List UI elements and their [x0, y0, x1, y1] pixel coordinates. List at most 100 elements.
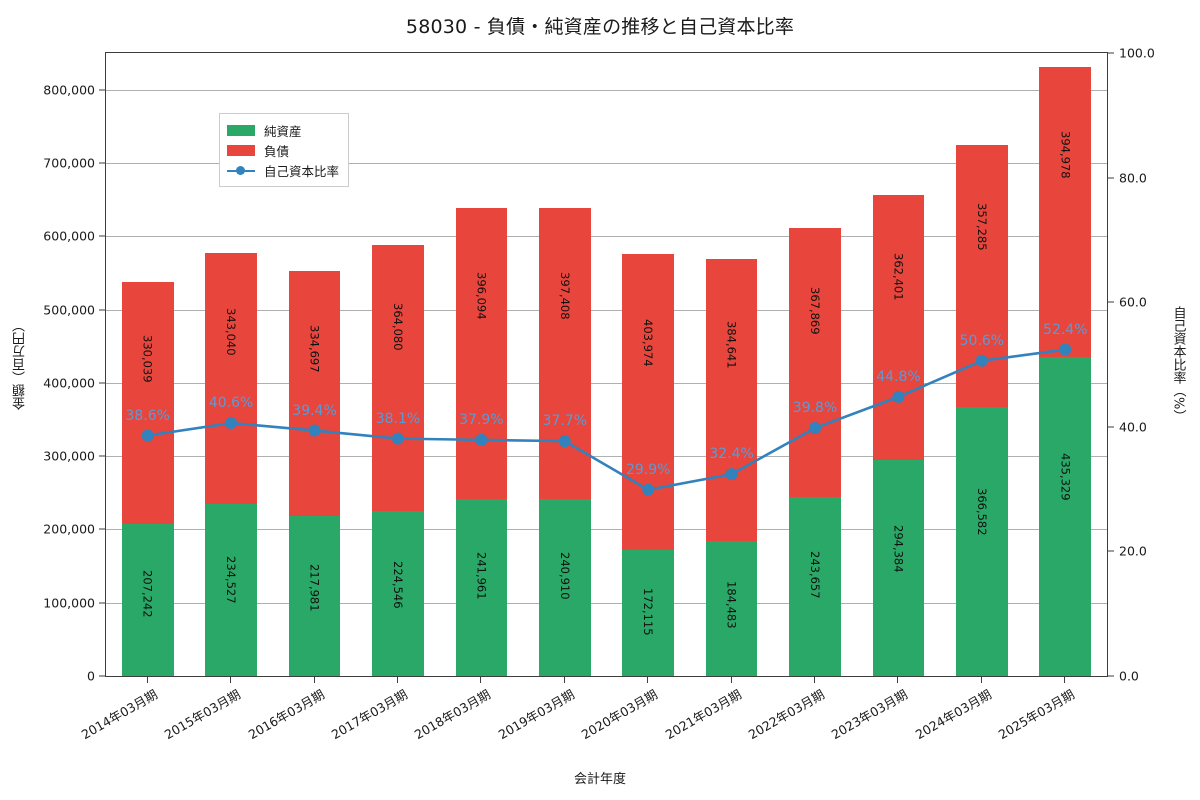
ratio-line-marker[interactable]: [1059, 343, 1072, 356]
ratio-line-marker[interactable]: [141, 429, 154, 442]
ratio-line-marker[interactable]: [225, 417, 238, 430]
bar-group[interactable]: 184,483 384,641: [705, 53, 758, 676]
y-axis-left-tick-mark: [99, 235, 105, 237]
bar-segment-net-assets[interactable]: 294,384: [872, 460, 925, 676]
legend-item[interactable]: 自己資本比率: [227, 160, 339, 180]
bar-value-label: 435,329: [1058, 452, 1073, 501]
y-axis-left-tick-label: 800,000: [43, 82, 95, 98]
y-axis-right-tick-mark: [1108, 426, 1114, 428]
bar-value-label: 357,285: [974, 203, 989, 251]
ratio-value-label: 39.8%: [792, 400, 838, 417]
bar-segment-liabilities[interactable]: 403,974: [622, 253, 675, 550]
gridline: [106, 236, 1107, 238]
bar-group[interactable]: 366,582 357,285: [956, 53, 1008, 676]
bar-value-label: 367,869: [808, 287, 823, 335]
bar-value-label: 384,641: [724, 320, 739, 369]
bar-segment-net-assets[interactable]: 243,657: [789, 497, 841, 676]
x-axis-tick-mark: [1064, 677, 1066, 683]
ratio-value-label: 38.1%: [375, 410, 421, 427]
bar-segment-liabilities[interactable]: 343,040: [205, 252, 257, 505]
x-axis-tick-mark: [897, 677, 899, 683]
bar-value-label: 330,039: [140, 335, 155, 383]
ratio-line-marker[interactable]: [475, 433, 488, 446]
x-axis-tick-mark: [730, 677, 732, 683]
bar-segment-net-assets[interactable]: 224,546: [372, 511, 424, 676]
bar-value-label: 172,115: [641, 587, 656, 636]
bar-group[interactable]: 234,527 343,040: [205, 53, 257, 676]
bar-group[interactable]: 241,961 396,094: [455, 53, 508, 676]
ratio-line-marker[interactable]: [308, 424, 321, 437]
y-axis-right-tick-label: 80.0: [1119, 170, 1147, 186]
ratio-value-label: 37.9%: [459, 411, 504, 428]
legend: 純資産負債自己資本比率: [219, 113, 350, 187]
bar-segment-liabilities[interactable]: 367,869: [789, 227, 841, 498]
x-axis-labels: 2014年03月期 2015年03月期 2016年03月期 2017年03月期 2018…: [78, 684, 1108, 774]
y-axis-right-tick-mark: [1108, 177, 1114, 179]
bar-segment-net-assets[interactable]: 435,329: [1039, 356, 1092, 676]
bar-group[interactable]: 243,657 367,869: [789, 53, 841, 676]
bar-value-label: 403,974: [641, 318, 656, 367]
bar-group[interactable]: 217,981 334,697: [288, 53, 341, 676]
y-axis-left-tick-mark: [99, 309, 105, 311]
bar-group[interactable]: 224,546 364,080: [372, 53, 424, 676]
bar-value-label: 364,080: [390, 303, 405, 351]
bar-segment-liabilities[interactable]: 362,401: [872, 194, 925, 461]
x-axis-tick-mark: [230, 677, 232, 683]
bar-segment-liabilities[interactable]: 394,978: [1039, 67, 1092, 357]
x-axis-tick-mark: [396, 677, 398, 683]
x-axis-tick-label: 2015年03月期: [161, 686, 244, 743]
legend-color-swatch: [227, 144, 255, 156]
bar-segment-net-assets[interactable]: 241,961: [455, 498, 508, 676]
bar-segment-net-assets[interactable]: 184,483: [705, 540, 758, 676]
x-axis-label: 会計年度: [573, 772, 626, 787]
legend-line-marker-icon: [227, 165, 255, 176]
bar-segment-liabilities[interactable]: 364,080: [372, 244, 424, 512]
y-axis-right-tick-mark: [1108, 52, 1114, 54]
ratio-line-marker[interactable]: [975, 354, 988, 367]
y-axis-left-tick-label: 500,000: [43, 302, 95, 318]
bar-group[interactable]: 172,115 403,974: [622, 53, 675, 676]
y-axis-left-tick-label: 100,000: [43, 595, 95, 611]
x-axis-tick-label: 2024年03月期: [912, 686, 994, 743]
bar-segment-liabilities[interactable]: 384,641: [705, 258, 758, 541]
bar-group[interactable]: 435,329 394,978: [1039, 53, 1092, 676]
ratio-line-marker[interactable]: [892, 390, 905, 403]
y-axis-left-tick-label: 0: [87, 668, 95, 684]
x-axis-tick-label: 2021年03月期: [662, 686, 744, 743]
bar-segment-liabilities[interactable]: 330,039: [121, 282, 174, 525]
bar-segment-net-assets[interactable]: 240,910: [538, 499, 591, 676]
x-axis-tick-label: 2025年03月期: [995, 686, 1078, 743]
bar-group[interactable]: 207,242 330,039: [121, 53, 174, 676]
bar-segment-liabilities[interactable]: 396,094: [455, 208, 508, 499]
ratio-line-marker[interactable]: [558, 435, 571, 448]
bar-segment-net-assets[interactable]: 366,582: [956, 407, 1008, 676]
bar-segment-net-assets[interactable]: 172,115: [622, 549, 675, 676]
ratio-value-label: 29.9%: [625, 461, 671, 478]
bar-group[interactable]: 294,384 362,401: [872, 53, 925, 676]
bar-value-label: 184,483: [724, 581, 739, 629]
ratio-line-marker[interactable]: [642, 483, 655, 496]
bar-value-label: 234,527: [224, 555, 239, 604]
ratio-line-marker[interactable]: [725, 468, 738, 481]
x-axis-tick-label: 2022年03月期: [745, 686, 828, 743]
legend-label: 純資産: [264, 123, 302, 139]
bar-group[interactable]: 240,910 397,408: [538, 53, 591, 676]
y-axis-right-tick-label: 20.0: [1119, 543, 1147, 559]
ratio-line-marker[interactable]: [809, 422, 822, 435]
bar-segment-net-assets[interactable]: 234,527: [205, 504, 257, 676]
x-axis-tick-mark: [563, 677, 565, 683]
x-axis-tick-label: 2019年03月期: [495, 686, 577, 743]
legend-item[interactable]: 純資産: [227, 120, 339, 140]
legend-item[interactable]: 負債: [227, 140, 339, 160]
legend-label: 自己資本比率: [264, 163, 340, 179]
legend-label: 負債: [264, 143, 290, 159]
plot-area: 207,242 330,039 234,527 343,040 217,981 334,6…: [105, 52, 1108, 677]
bar-segment-net-assets[interactable]: 217,981: [288, 516, 341, 676]
x-axis-tick-label: 2017年03月期: [328, 686, 410, 743]
bar-segment-net-assets[interactable]: 207,242: [121, 524, 174, 676]
bar-segment-liabilities[interactable]: 334,697: [288, 270, 341, 517]
ratio-line-marker[interactable]: [391, 432, 404, 445]
x-axis-tick-label: 2020年03月期: [578, 686, 661, 743]
y-axis-left-tick-mark: [99, 162, 105, 164]
